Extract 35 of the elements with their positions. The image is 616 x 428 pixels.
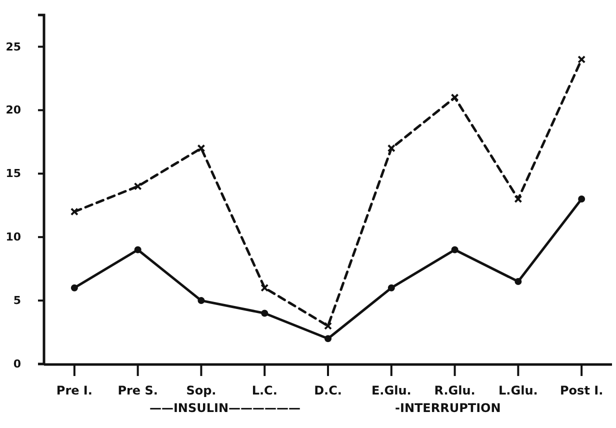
y-tick-label: 25 <box>6 40 21 54</box>
point <box>450 93 459 102</box>
point <box>260 284 269 292</box>
x-tick-label: Pre S. <box>118 384 158 398</box>
point <box>198 297 205 304</box>
point <box>578 196 586 203</box>
point <box>514 278 522 286</box>
point <box>70 208 78 216</box>
x-tick-label: Sop. <box>186 384 216 398</box>
point <box>388 284 395 292</box>
text: -INTERRUPTION <box>395 401 501 415</box>
y-tick-label: 5 <box>13 294 21 308</box>
point <box>134 246 142 254</box>
x-tick-label: E.Glu. <box>371 384 412 398</box>
x-tick-label: L.Glu. <box>498 384 538 398</box>
point <box>324 335 332 342</box>
point <box>261 310 268 317</box>
point <box>324 322 332 330</box>
y-tick-label: 10 <box>6 230 22 244</box>
x-tick-label: L.C. <box>252 384 278 398</box>
x-tick-label: Post I. <box>560 384 604 398</box>
point <box>70 284 78 292</box>
point <box>387 144 396 152</box>
point <box>514 195 522 204</box>
point <box>197 144 206 152</box>
point <box>451 246 458 254</box>
x-tick-label: R.Glu. <box>434 384 476 398</box>
point <box>578 55 586 64</box>
x-tick-label: Pre I. <box>56 384 92 398</box>
text: ——INSULIN—————— <box>149 401 301 415</box>
y-tick-label: 20 <box>6 104 22 117</box>
y-tick-label: 0 <box>13 358 22 371</box>
y-tick-label: 15 <box>6 167 21 180</box>
point <box>134 182 142 190</box>
x-tick-label: D.C. <box>314 384 342 398</box>
